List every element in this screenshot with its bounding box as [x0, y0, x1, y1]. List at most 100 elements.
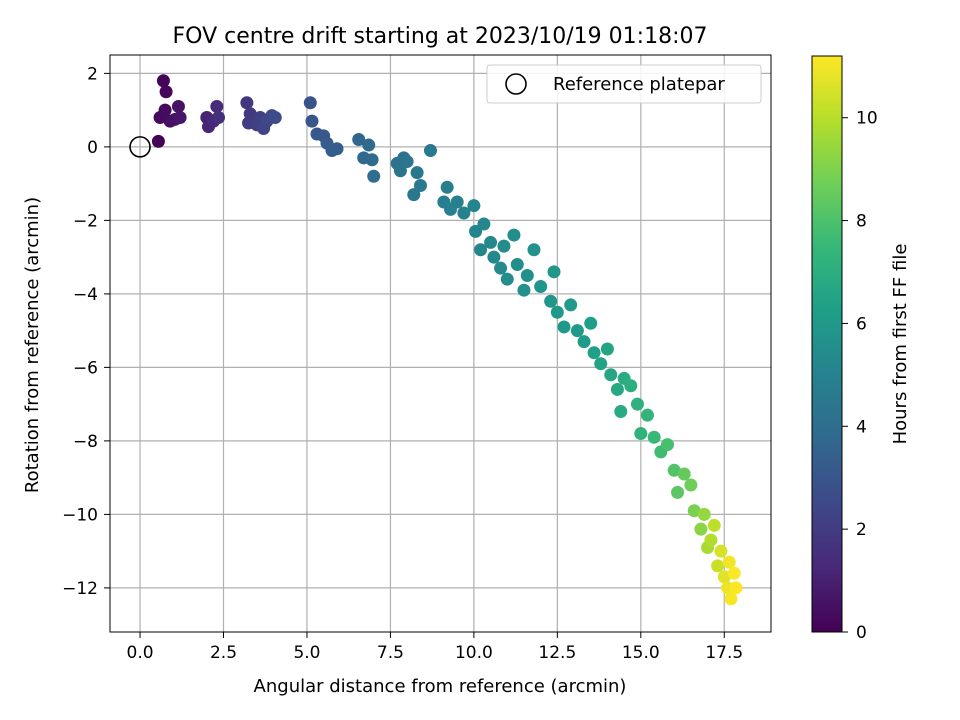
y-tick-label: −6 — [73, 358, 98, 378]
reference-point — [129, 136, 151, 158]
scatter-point — [362, 138, 376, 152]
scatter-point — [614, 404, 628, 418]
scatter-point — [158, 103, 172, 117]
scatter-point — [544, 294, 558, 308]
scatter-point — [520, 269, 534, 283]
scatter-point — [240, 96, 254, 110]
scatter-point — [667, 463, 681, 477]
scatter-point — [423, 144, 437, 158]
scatter-point — [534, 280, 548, 294]
scatter-point — [410, 166, 424, 180]
x-tick-label: 2.5 — [210, 643, 237, 663]
scatter-point — [457, 206, 471, 220]
x-tick-label: 17.5 — [705, 643, 743, 663]
chart-title: FOV centre drift starting at 2023/10/19 … — [173, 24, 708, 49]
scatter-point — [487, 250, 501, 264]
scatter-point — [550, 305, 564, 319]
scatter-point — [467, 199, 481, 213]
x-axis-label: Angular distance from reference (arcmin) — [254, 676, 627, 697]
x-tick-label: 15.0 — [622, 643, 660, 663]
scatter-point — [393, 164, 407, 178]
scatter-point — [600, 342, 614, 356]
scatter-point — [584, 316, 598, 330]
scatter-point — [729, 581, 743, 595]
scatter-point — [268, 110, 282, 124]
axes-frame — [109, 54, 772, 633]
scatter-point — [477, 217, 491, 231]
scatter-point — [570, 324, 584, 338]
reference-platepar-marker — [129, 136, 151, 158]
scatter-point — [517, 283, 531, 297]
scatter-point — [640, 408, 654, 422]
scatter-point — [594, 357, 608, 371]
grid-lines — [110, 55, 771, 632]
legend-box — [486, 64, 762, 104]
scatter-point — [604, 368, 618, 382]
scatter-point — [547, 265, 561, 279]
scatter-point — [510, 257, 524, 271]
scatter-point — [647, 430, 661, 444]
x-axis-ticks: 0.0 2.5 5.0 7.5 10.0 12.5 15.0 17.5 — [127, 632, 743, 663]
legend: Reference platepar — [486, 64, 762, 104]
scatter-point — [661, 438, 675, 452]
scatter-point — [497, 239, 511, 253]
scatter-point — [697, 507, 711, 521]
colorbar: 0 2 4 6 8 10 Hours from first FF file — [811, 55, 911, 643]
scatter-point — [450, 195, 464, 209]
y-axis-ticks: 2 0 −2 −4 −6 −8 −10 −12 — [62, 64, 110, 599]
y-tick-label: 2 — [87, 64, 98, 84]
scatter-point — [694, 522, 708, 536]
scatter-point — [365, 153, 379, 167]
x-tick-label: 7.5 — [377, 643, 404, 663]
scatter-point — [305, 114, 319, 128]
scatter-point — [352, 133, 366, 147]
colorbar-tick-label: 0 — [856, 623, 867, 643]
scatter-point — [687, 504, 701, 518]
scatter-point — [557, 320, 571, 334]
scatter-point — [577, 335, 591, 349]
scatter-point — [440, 180, 454, 194]
colorbar-tick-label: 10 — [856, 109, 878, 129]
colorbar-tick-label: 4 — [856, 417, 867, 437]
scatter-point — [367, 169, 381, 183]
scatter-point — [407, 188, 421, 202]
legend-marker-open-circle — [505, 73, 527, 95]
scatter-point — [722, 555, 736, 569]
colorbar-ticks: 0 2 4 6 8 10 — [842, 109, 878, 643]
scatter-point — [717, 570, 731, 584]
x-tick-label: 0.0 — [127, 643, 154, 663]
scatter-point — [624, 379, 638, 393]
scatter-point — [634, 427, 648, 441]
scatter-point — [684, 478, 698, 492]
x-tick-label: 10.0 — [455, 643, 493, 663]
colorbar-gradient — [811, 55, 843, 633]
scatter-point — [527, 243, 541, 257]
scatter-point — [724, 592, 738, 606]
scatter-point — [474, 243, 488, 257]
y-tick-label: 0 — [87, 138, 98, 158]
y-tick-label: −4 — [73, 285, 98, 305]
scatter-point — [704, 533, 718, 547]
colorbar-tick-label: 8 — [856, 212, 867, 232]
y-axis-label: Rotation from reference (arcmin) — [22, 197, 43, 493]
scatter-point — [303, 96, 317, 110]
colorbar-label: Hours from first FF file — [890, 244, 911, 445]
scatter-point — [211, 110, 225, 124]
scatter-point — [711, 559, 725, 573]
scatter-point — [494, 261, 508, 275]
scatter-point — [500, 272, 514, 286]
scatter-point — [159, 85, 173, 99]
scatter-point — [707, 518, 721, 532]
x-tick-label: 12.5 — [538, 643, 576, 663]
y-tick-label: −2 — [73, 211, 98, 231]
scatter-point — [469, 224, 483, 238]
y-tick-label: −8 — [73, 432, 98, 452]
scatter-point — [400, 155, 414, 169]
scatter-point — [507, 228, 521, 242]
scatter-point — [677, 467, 691, 481]
scatter-point — [564, 298, 578, 312]
scatter-point — [727, 566, 741, 580]
legend-label: Reference platepar — [553, 74, 725, 95]
scatter-point — [156, 74, 170, 88]
scatter-point — [714, 544, 728, 558]
